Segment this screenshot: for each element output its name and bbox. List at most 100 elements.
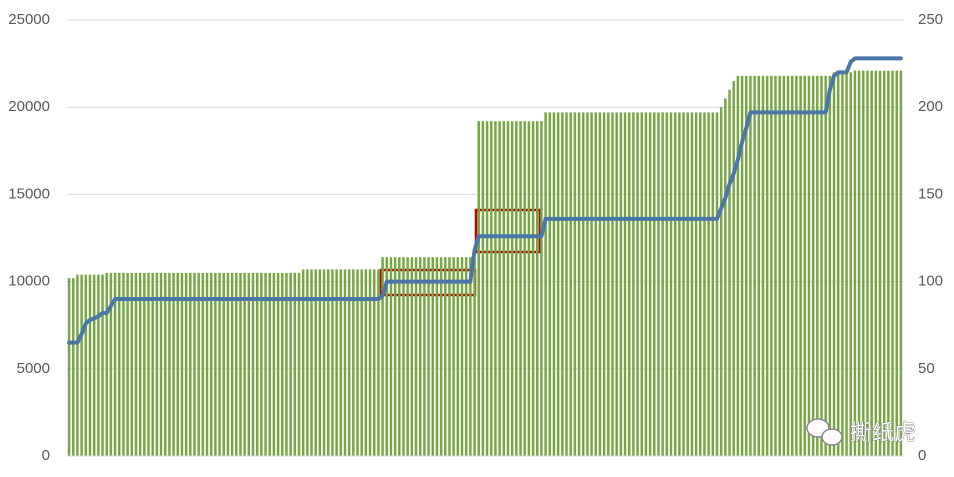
- bar: [418, 257, 422, 456]
- bar: [573, 112, 577, 456]
- bar: [715, 112, 719, 456]
- bar: [385, 257, 389, 456]
- bar: [352, 269, 355, 456]
- bar: [239, 272, 242, 456]
- y-tick-label: 20000: [8, 98, 50, 115]
- bar: [569, 112, 572, 456]
- bar: [561, 112, 564, 456]
- bar: [531, 121, 535, 456]
- bar: [414, 257, 418, 456]
- bar: [226, 272, 230, 456]
- line: [67, 56, 903, 345]
- y-tick-label: 5000: [17, 360, 50, 377]
- bar: [803, 75, 807, 457]
- bar: [690, 112, 694, 456]
- bar: [732, 81, 735, 456]
- bar: [88, 274, 92, 456]
- bar: [515, 121, 518, 456]
- bar: [673, 112, 677, 456]
- bar: [364, 269, 368, 456]
- bar: [168, 272, 171, 456]
- bar: [389, 257, 393, 456]
- bar: [448, 257, 451, 456]
- bar: [393, 257, 397, 456]
- bar: [377, 269, 380, 456]
- bar: [899, 70, 903, 457]
- bar: [310, 269, 313, 456]
- bar: [640, 112, 644, 456]
- bar: [151, 272, 154, 456]
- bar: [268, 272, 271, 456]
- bar: [481, 121, 485, 456]
- bar: [678, 112, 681, 456]
- bar: [159, 272, 163, 456]
- bar: [138, 272, 142, 456]
- y2-tick-label: 150: [918, 185, 943, 202]
- bar: [113, 272, 117, 456]
- y-tick-label: 25000: [8, 11, 50, 28]
- bar: [740, 75, 744, 457]
- bar: [184, 272, 188, 456]
- bar: [285, 272, 288, 456]
- bar: [895, 70, 898, 457]
- bar: [774, 75, 777, 457]
- bar: [552, 112, 556, 456]
- bar: [163, 272, 167, 456]
- bar: [297, 272, 301, 456]
- bar: [473, 257, 476, 456]
- bar: [293, 272, 297, 456]
- bar: [870, 70, 873, 457]
- bar: [147, 272, 150, 456]
- bar: [795, 75, 798, 457]
- bar: [180, 272, 184, 456]
- y-tick-label: 15000: [8, 185, 50, 202]
- bar: [782, 75, 786, 457]
- bar: [757, 75, 761, 457]
- bar: [598, 112, 602, 456]
- y2-tick-label: 250: [918, 11, 943, 28]
- bar: [811, 75, 815, 457]
- bar: [306, 269, 309, 456]
- bar: [97, 274, 100, 456]
- bar: [485, 121, 489, 456]
- bar: [126, 272, 129, 456]
- bar: [590, 112, 593, 456]
- bar: [314, 269, 317, 456]
- bar: [519, 121, 522, 456]
- bar: [887, 70, 890, 457]
- bar: [347, 269, 351, 456]
- bar: [72, 278, 75, 456]
- bar: [611, 112, 614, 456]
- bar: [527, 121, 531, 456]
- bar: [878, 70, 882, 457]
- bar: [799, 75, 802, 457]
- bar: [251, 272, 255, 456]
- bar: [339, 269, 343, 456]
- bar: [627, 112, 631, 456]
- bar: [765, 75, 769, 457]
- bar: [841, 72, 844, 456]
- bar: [619, 112, 623, 456]
- bar: [565, 112, 568, 456]
- bar: [264, 272, 267, 456]
- bar: [76, 274, 79, 456]
- bar: [335, 269, 338, 456]
- bar: [143, 272, 146, 456]
- bar: [255, 272, 259, 456]
- bar: [661, 112, 664, 456]
- bar: [494, 121, 497, 456]
- bar: [197, 272, 200, 456]
- bar: [581, 112, 585, 456]
- bar: [657, 112, 660, 456]
- bar: [201, 272, 205, 456]
- bar: [577, 112, 581, 456]
- bar: [469, 257, 472, 456]
- bar: [381, 257, 384, 456]
- bar: [456, 257, 460, 456]
- bar: [502, 121, 506, 456]
- bar: [222, 272, 226, 456]
- watermark: 撕纸虎: [850, 421, 916, 446]
- bar: [828, 75, 832, 457]
- bar: [105, 272, 108, 456]
- bar: [836, 72, 840, 456]
